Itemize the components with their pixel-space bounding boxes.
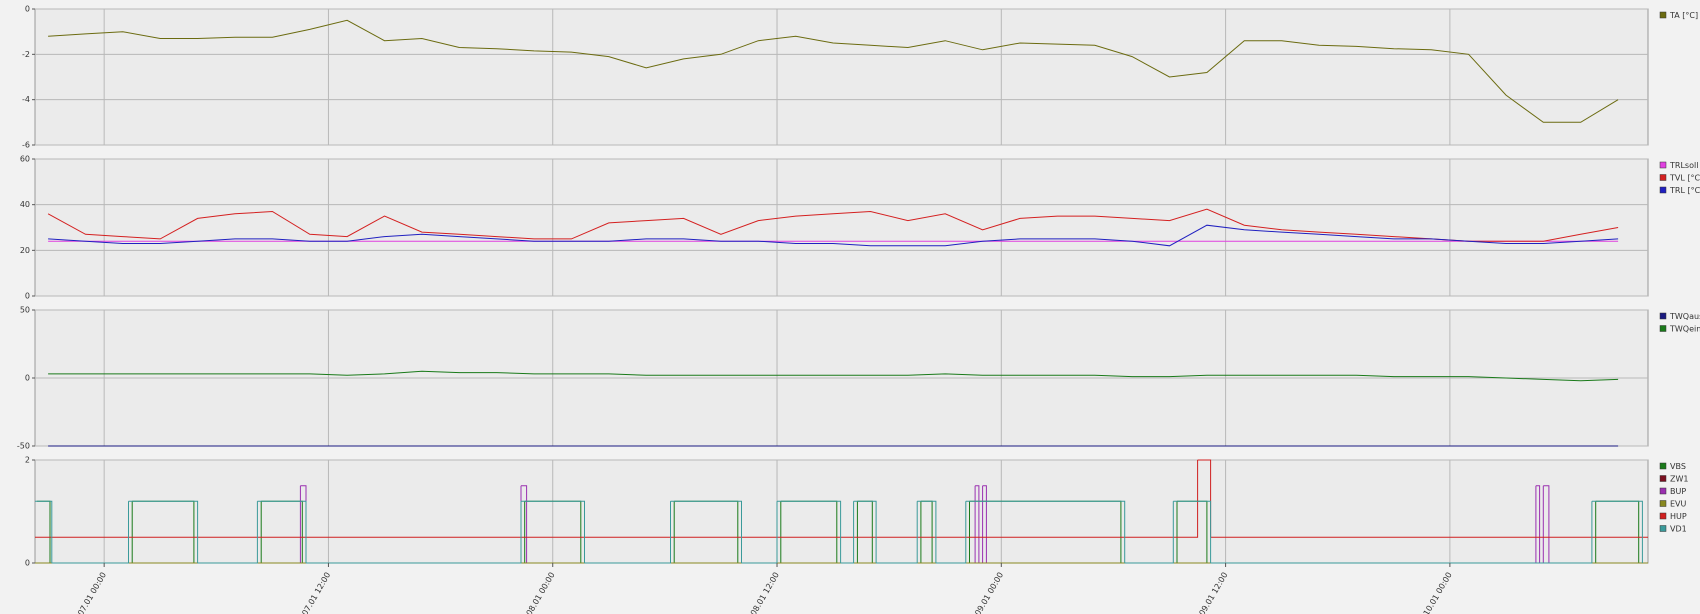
legend-swatch (1659, 487, 1667, 495)
y-tick-label: 0 (25, 5, 30, 14)
step-segment (935, 501, 967, 564)
legend-swatch (1659, 174, 1667, 181)
x-tick-label: 08.01 00:00 (525, 571, 557, 614)
series-line (48, 224, 1619, 247)
legend-label: TRL [°C] (1669, 186, 1700, 195)
plot-area (34, 459, 1649, 564)
x-tick-label: 10.01 00:00 (1422, 571, 1454, 614)
step-segment (1591, 500, 1643, 563)
step-segment (584, 501, 671, 564)
legend-label: ZW1 (1670, 475, 1688, 484)
legend-swatch (1659, 11, 1667, 19)
step-segment (35, 500, 53, 563)
legend-label: VBS (1670, 462, 1686, 471)
x-tick-label: 09.01 12:00 (1197, 571, 1229, 614)
legend-label: BUP (1670, 487, 1686, 496)
step-segment (521, 500, 585, 563)
y-tick-label: -4 (22, 95, 30, 104)
step-segment (1210, 501, 1593, 564)
plot-area (34, 158, 1649, 297)
x-tick-label: 09.01 00:00 (973, 571, 1005, 614)
y-tick-label: 50 (20, 306, 30, 315)
legend-label: TWQaus [ (1669, 312, 1700, 321)
legend-swatch (1659, 161, 1667, 169)
y-tick-label: 0 (25, 292, 30, 301)
y-tick-label: -6 (22, 141, 30, 150)
legend-label: TWQein [° (1669, 325, 1700, 334)
step-segment (51, 501, 129, 564)
step-segment (777, 500, 842, 563)
step-segment (853, 500, 877, 563)
legend-swatch (1659, 512, 1667, 520)
y-tick-label: 60 (20, 155, 30, 164)
y-tick-label: -2 (22, 50, 30, 59)
legend-swatch (1659, 500, 1667, 507)
y-tick-label: -50 (17, 442, 30, 451)
legend-label: VD1 (1670, 525, 1687, 534)
legend-label: TRLsoll [° (1669, 161, 1700, 170)
y-tick-label: 0 (25, 374, 30, 383)
legend-swatch (1659, 325, 1667, 332)
step-segment (306, 501, 522, 564)
step-segment (1173, 500, 1212, 563)
y-tick-label: 0 (25, 559, 30, 568)
step-segment (128, 500, 199, 563)
y-tick-label: 20 (20, 246, 30, 255)
step-segment (197, 501, 258, 564)
y-tick-label: 40 (20, 200, 30, 209)
legend-label: HUP (1670, 512, 1687, 521)
legend-label: TVL [°C] (1669, 174, 1700, 183)
step-segment (876, 501, 918, 564)
y-tick-label: 2 (25, 456, 30, 465)
step-segment (257, 500, 307, 563)
legend-swatch (1659, 525, 1667, 532)
legend-swatch (1659, 462, 1667, 470)
step-segment (917, 500, 937, 563)
x-tick-label: 07.01 00:00 (76, 571, 108, 614)
step-segment (965, 500, 1126, 563)
legend-label: EVU (1670, 500, 1687, 509)
step-segment (670, 500, 742, 563)
legend-swatch (1659, 312, 1667, 320)
x-tick-label: 08.01 12:00 (749, 571, 781, 614)
series-line (47, 208, 1619, 242)
series-line (48, 19, 1619, 123)
legend-label: TA [°C] (1669, 11, 1698, 20)
step-segment (35, 460, 1199, 538)
x-tick-label: 07.01 12:00 (300, 571, 332, 614)
plot-area (34, 8, 1649, 146)
legend-swatch (1659, 475, 1667, 482)
legend-swatch (1659, 186, 1667, 194)
step-segment (1124, 501, 1174, 564)
step-segment (840, 501, 855, 564)
series-line (48, 370, 1619, 382)
